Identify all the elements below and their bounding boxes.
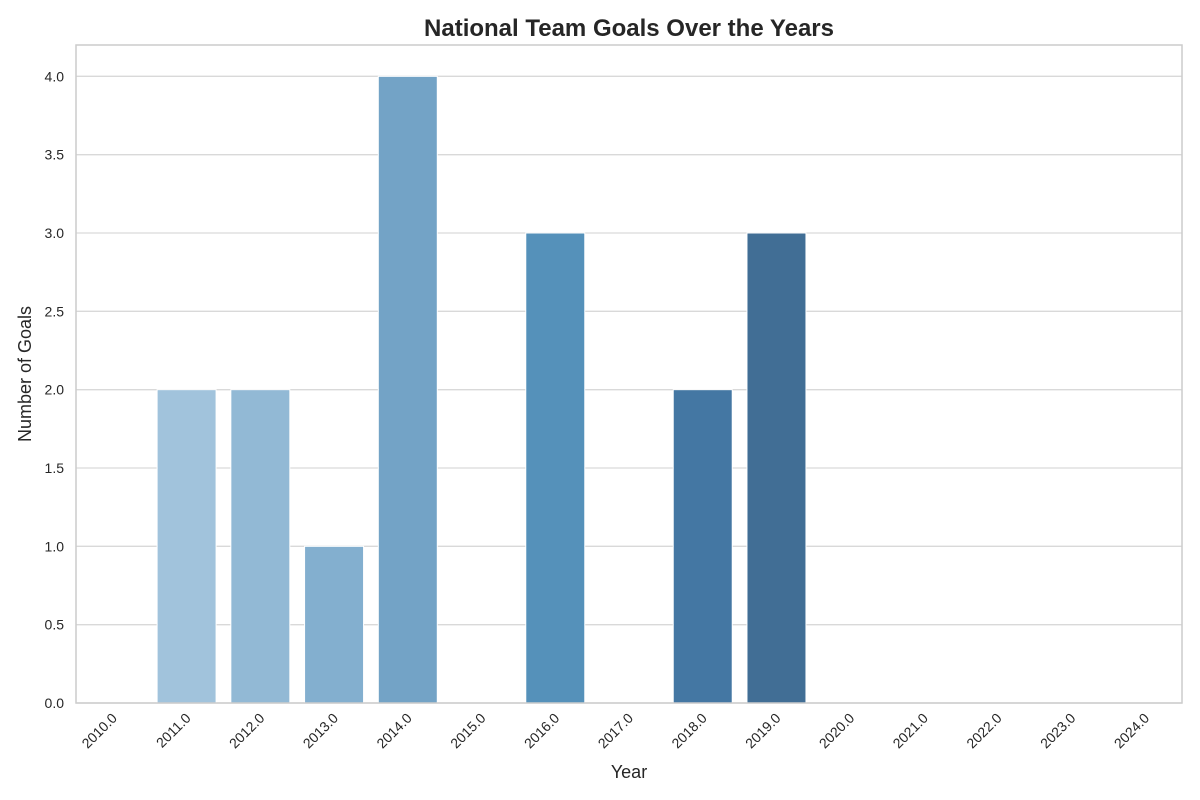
x-tick-label: 2020.0 xyxy=(816,710,858,752)
x-tick-label: 2022.0 xyxy=(963,710,1005,752)
x-tick-labels: 2010.0 2011.0 2012.0 2013.0 2014.0 2015.0 2016… xyxy=(78,710,1152,752)
x-tick-label: 2011.0 xyxy=(153,710,194,751)
x-tick-label: 2023.0 xyxy=(1037,710,1079,752)
bar-2012.0 xyxy=(230,389,291,704)
x-tick-label: 2017.0 xyxy=(595,710,637,752)
x-tick-label: 2019.0 xyxy=(742,710,784,752)
y-axis-label: Number of Goals xyxy=(15,306,35,442)
plot-frame xyxy=(75,44,1183,704)
x-tick-label: 2014.0 xyxy=(373,710,415,752)
x-tick-label: 2012.0 xyxy=(226,710,268,752)
bars xyxy=(156,75,807,704)
x-tick-label: 2018.0 xyxy=(668,710,710,752)
y-tick-label: 3.5 xyxy=(45,147,65,163)
chart-title: National Team Goals Over the Years xyxy=(424,15,834,42)
x-axis-label: Year xyxy=(611,762,647,782)
x-tick-label: 2015.0 xyxy=(447,710,489,752)
y-tick-label: 3.0 xyxy=(45,225,65,241)
y-tick-label: 1.5 xyxy=(45,460,65,476)
bar-2013.0 xyxy=(304,545,365,704)
bar-2011.0 xyxy=(156,389,217,704)
y-tick-label: 2.5 xyxy=(45,303,65,319)
x-tick-label: 2024.0 xyxy=(1111,710,1153,752)
y-tick-label: 4.0 xyxy=(45,68,65,84)
x-tick-label: 2021.0 xyxy=(889,710,931,752)
x-tick-label: 2013.0 xyxy=(300,710,342,752)
bar-2014.0 xyxy=(377,75,438,704)
y-tick-label: 0.0 xyxy=(45,695,65,711)
x-tick-label: 2016.0 xyxy=(521,710,563,752)
bar-2018.0 xyxy=(672,389,733,704)
y-tick-label: 1.0 xyxy=(45,538,65,554)
y-tick-label: 0.5 xyxy=(45,617,65,633)
y-tick-label: 2.0 xyxy=(45,382,65,398)
bar-2019.0 xyxy=(746,232,807,704)
y-tick-labels: 0.0 0.5 1.0 1.5 2.0 2.5 3.0 3.5 4.0 xyxy=(45,68,65,711)
bar-2016.0 xyxy=(525,232,586,704)
x-tick-label: 2010.0 xyxy=(78,710,120,752)
